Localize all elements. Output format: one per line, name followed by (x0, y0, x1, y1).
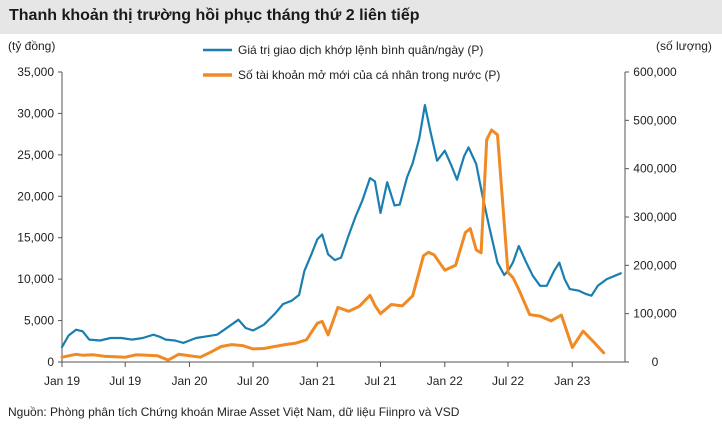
right-tick-label: 400,000 (633, 162, 677, 176)
right-tick-label: 200,000 (633, 258, 677, 272)
left-tick-label: 30,000 (17, 106, 54, 120)
legend-label: Giá trị giao dịch khớp lệnh bình quân/ng… (238, 43, 483, 57)
x-tick-label: Jul 19 (109, 374, 141, 388)
left-axis-unit-label: (tỷ đồng) (8, 39, 55, 53)
right-tick-label: 0 (652, 355, 659, 369)
x-tick-label: Jan 22 (427, 374, 463, 388)
title-bar (0, 0, 722, 34)
left-tick-label: 5,000 (24, 314, 54, 328)
series-line-new-accounts (60, 128, 606, 362)
x-tick-label: Jan 19 (44, 374, 80, 388)
x-tick-label: Jul 21 (365, 374, 397, 388)
left-tick-label: 10,000 (17, 272, 54, 286)
series-line-trading-value (60, 104, 622, 349)
x-tick-label: Jul 20 (237, 374, 269, 388)
right-tick-label: 300,000 (633, 210, 677, 224)
legend-label: Số tài khoản mở mới của cá nhân trong nư… (238, 68, 500, 82)
right-tick-label: 100,000 (633, 307, 677, 321)
right-axis-unit-label: (số lượng) (656, 39, 712, 53)
x-tick-label: Jan 20 (171, 374, 207, 388)
x-tick-label: Jul 22 (492, 374, 524, 388)
x-tick-label: Jan 23 (554, 374, 590, 388)
x-tick-label: Jan 21 (299, 374, 335, 388)
left-tick-label: 25,000 (17, 148, 54, 162)
left-tick-label: 0 (47, 355, 54, 369)
source-note: Nguồn: Phòng phân tích Chứng khoán Mirae… (8, 405, 460, 419)
right-tick-label: 500,000 (633, 113, 677, 127)
left-tick-label: 35,000 (17, 65, 54, 79)
left-tick-label: 20,000 (17, 189, 54, 203)
left-tick-label: 15,000 (17, 231, 54, 245)
chart-title: Thanh khoản thị trường hồi phục tháng th… (9, 7, 420, 24)
right-tick-label: 600,000 (633, 65, 677, 79)
